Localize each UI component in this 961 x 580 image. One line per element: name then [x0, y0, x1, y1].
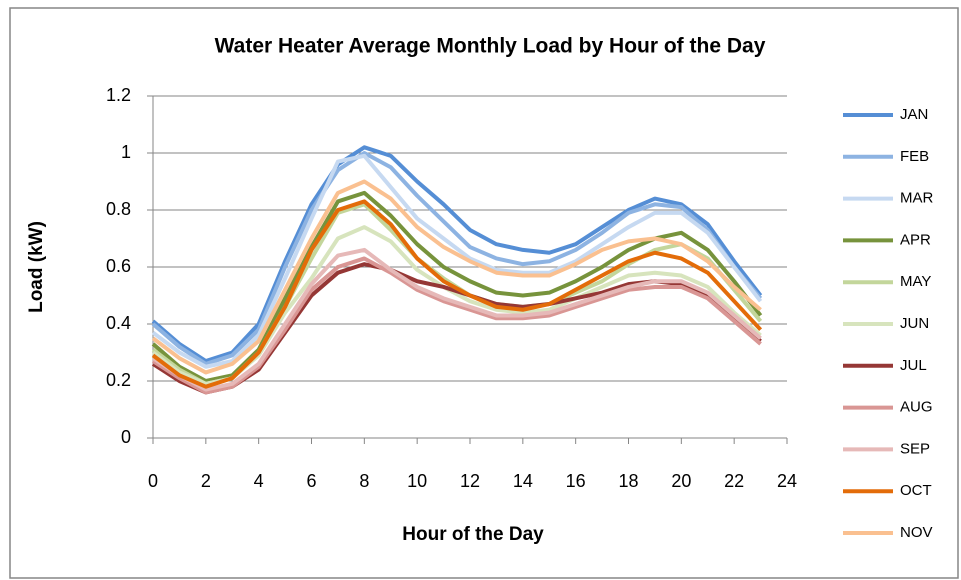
legend-label: SEP [900, 440, 930, 457]
x-tick-label: 12 [460, 471, 480, 491]
series-line [151, 145, 763, 364]
chart-title: Water Heater Average Monthly Load by Hou… [215, 35, 766, 58]
series-line [151, 179, 762, 375]
y-tick-label: 0.2 [106, 370, 131, 390]
x-tick-label: 6 [306, 471, 316, 491]
series-line [151, 151, 763, 366]
legend-label: NOV [900, 524, 933, 541]
y-tick-label: 0 [121, 427, 131, 447]
chart-border [9, 7, 959, 579]
legend-label: APR [900, 231, 931, 248]
y-tick-label: 1.2 [106, 85, 131, 105]
x-tick-label: 20 [671, 471, 691, 491]
y-tick-label: 0.8 [106, 199, 131, 219]
legend-label: JUN [900, 315, 929, 332]
legend-label: MAR [900, 190, 934, 207]
series-line [151, 256, 762, 395]
legend-label: AUG [900, 399, 933, 416]
x-tick-label: 14 [513, 471, 533, 491]
legend-label: MAY [900, 273, 931, 290]
legend-label: JAN [900, 106, 928, 123]
legend-label: JUL [900, 357, 927, 374]
series-line [151, 199, 763, 389]
y-tick-label: 1 [121, 142, 131, 162]
x-tick-label: 8 [359, 471, 369, 491]
x-tick-label: 24 [777, 471, 797, 491]
x-tick-label: 18 [618, 471, 638, 491]
x-tick-label: 4 [254, 471, 264, 491]
x-tick-label: 0 [148, 471, 158, 491]
x-tick-label: 22 [724, 471, 744, 491]
legend-label: OCT [900, 482, 932, 499]
y-tick-label: 0.6 [106, 256, 131, 276]
x-tick-label: 10 [407, 471, 427, 491]
series-line [151, 153, 763, 369]
x-axis-label: Hour of the Day [402, 524, 544, 545]
x-tick-label: 16 [566, 471, 586, 491]
series-line [151, 247, 762, 392]
x-tick-label: 2 [201, 471, 211, 491]
y-axis-label: Load (kW) [26, 221, 47, 313]
y-tick-label: 0.4 [106, 313, 131, 333]
legend-label: FEB [900, 148, 929, 165]
